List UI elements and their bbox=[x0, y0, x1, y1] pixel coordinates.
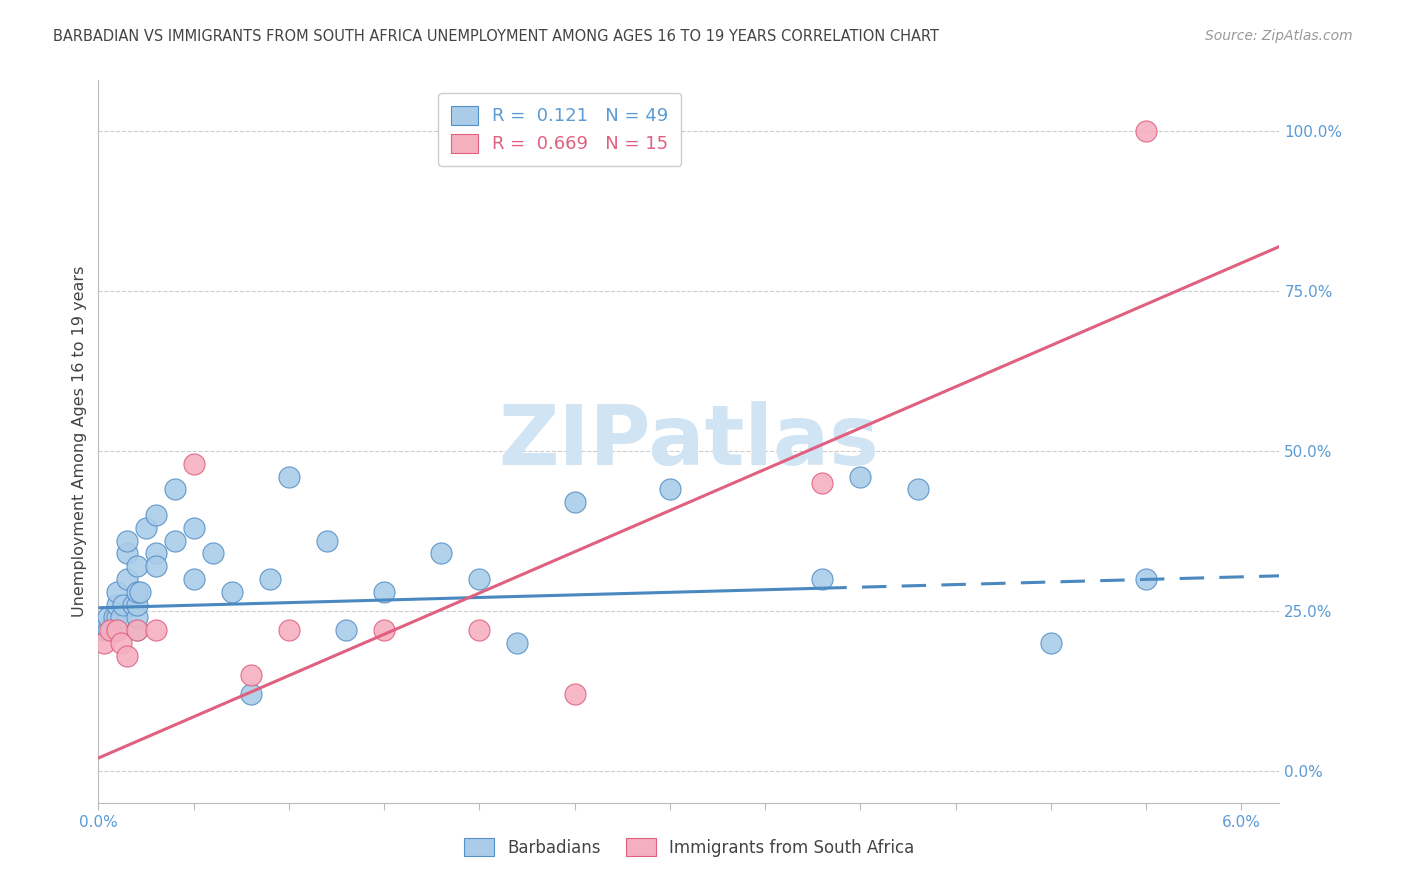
Point bbox=[907, 483, 929, 497]
Point bbox=[97, 623, 120, 637]
Point bbox=[107, 623, 129, 637]
Point bbox=[183, 572, 205, 586]
Point bbox=[93, 636, 115, 650]
Point bbox=[506, 636, 529, 650]
Point bbox=[277, 623, 299, 637]
Point bbox=[373, 623, 395, 637]
Point bbox=[201, 546, 224, 560]
Point bbox=[125, 584, 148, 599]
Point bbox=[125, 623, 148, 637]
Point bbox=[112, 598, 135, 612]
Point bbox=[93, 623, 115, 637]
Point bbox=[107, 584, 129, 599]
Point bbox=[125, 598, 148, 612]
Point bbox=[145, 623, 167, 637]
Text: Source: ZipAtlas.com: Source: ZipAtlas.com bbox=[1205, 29, 1353, 43]
Y-axis label: Unemployment Among Ages 16 to 19 years: Unemployment Among Ages 16 to 19 years bbox=[72, 266, 87, 617]
Point bbox=[163, 533, 186, 548]
Point bbox=[183, 457, 205, 471]
Point bbox=[107, 623, 129, 637]
Point bbox=[468, 572, 491, 586]
Point bbox=[335, 623, 357, 637]
Point bbox=[221, 584, 243, 599]
Point bbox=[115, 546, 138, 560]
Point bbox=[107, 610, 129, 624]
Point bbox=[239, 687, 262, 701]
Point bbox=[564, 495, 586, 509]
Point bbox=[97, 610, 120, 624]
Point bbox=[1135, 124, 1157, 138]
Point bbox=[145, 546, 167, 560]
Point bbox=[115, 648, 138, 663]
Point bbox=[163, 483, 186, 497]
Text: BARBADIAN VS IMMIGRANTS FROM SOUTH AFRICA UNEMPLOYMENT AMONG AGES 16 TO 19 YEARS: BARBADIAN VS IMMIGRANTS FROM SOUTH AFRIC… bbox=[53, 29, 939, 44]
Legend: Barbadians, Immigrants from South Africa: Barbadians, Immigrants from South Africa bbox=[454, 828, 924, 867]
Point bbox=[145, 508, 167, 522]
Point bbox=[100, 623, 122, 637]
Point bbox=[110, 636, 132, 650]
Point bbox=[125, 610, 148, 624]
Point bbox=[103, 610, 125, 624]
Point bbox=[145, 559, 167, 574]
Point bbox=[110, 610, 132, 624]
Point bbox=[259, 572, 281, 586]
Point bbox=[115, 533, 138, 548]
Point bbox=[239, 668, 262, 682]
Point bbox=[1135, 572, 1157, 586]
Point bbox=[811, 476, 834, 491]
Point bbox=[564, 687, 586, 701]
Point bbox=[468, 623, 491, 637]
Point bbox=[125, 623, 148, 637]
Point bbox=[129, 584, 152, 599]
Point bbox=[811, 572, 834, 586]
Point bbox=[430, 546, 453, 560]
Point bbox=[104, 623, 127, 637]
Point bbox=[277, 469, 299, 483]
Point bbox=[107, 598, 129, 612]
Point bbox=[183, 521, 205, 535]
Point bbox=[121, 598, 143, 612]
Point bbox=[115, 572, 138, 586]
Point bbox=[135, 521, 157, 535]
Point bbox=[125, 559, 148, 574]
Point bbox=[658, 483, 681, 497]
Point bbox=[849, 469, 872, 483]
Point bbox=[1039, 636, 1062, 650]
Text: ZIPatlas: ZIPatlas bbox=[499, 401, 879, 482]
Point bbox=[316, 533, 339, 548]
Point bbox=[98, 623, 121, 637]
Point bbox=[107, 623, 129, 637]
Point bbox=[373, 584, 395, 599]
